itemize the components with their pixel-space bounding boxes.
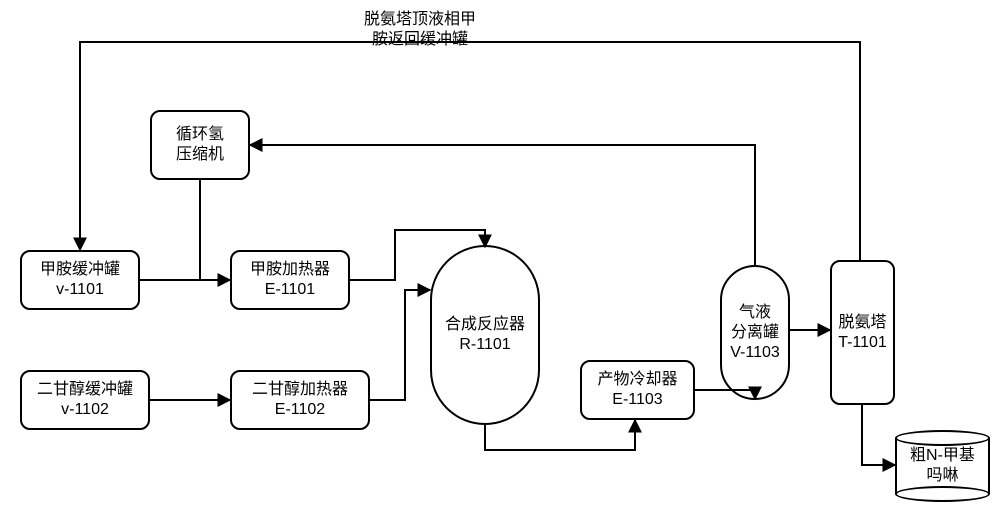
node-product-cooler: 产物冷却器 E-1103 — [580, 360, 695, 420]
annotation-recycle-label: 脱氨塔顶液相甲 胺返回缓冲罐 — [290, 10, 550, 52]
node-methylamine-buffer-tank: 甲胺缓冲罐 v-1101 — [20, 250, 140, 310]
node-crude-product-drum: 粗N-甲基 吗啉 — [895, 430, 990, 502]
node-diethylene-glycol-buffer-tank: 二甘醇缓冲罐 v-1102 — [20, 370, 150, 430]
node-compressor: 循环氢 压缩机 — [150, 110, 250, 180]
node-synthesis-reactor: 合成反应器 R-1101 — [430, 245, 540, 425]
node-deamination-column: 脱氨塔 T-1101 — [830, 260, 895, 405]
node-methylamine-heater: 甲胺加热器 E-1101 — [230, 250, 350, 310]
flowchart-canvas: 脱氨塔顶液相甲 胺返回缓冲罐 循环氢 压缩机 甲胺缓冲罐 v-1101 甲胺加热… — [0, 0, 1000, 530]
node-gas-liquid-separator: 气液 分离罐 V-1103 — [720, 265, 790, 400]
node-diethylene-glycol-heater: 二甘醇加热器 E-1102 — [230, 370, 370, 430]
